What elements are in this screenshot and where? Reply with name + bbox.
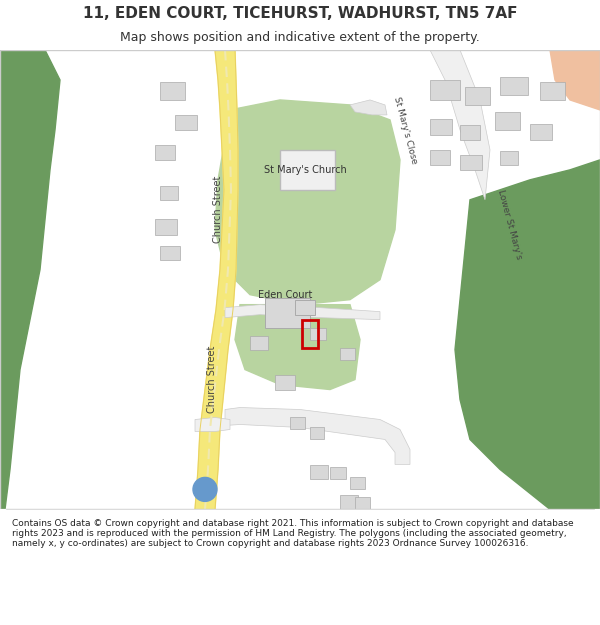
Polygon shape <box>350 100 387 115</box>
Bar <box>340 348 355 359</box>
Polygon shape <box>235 304 360 389</box>
Bar <box>275 374 295 389</box>
Bar <box>160 246 180 260</box>
Bar <box>350 478 365 489</box>
Bar <box>290 418 305 429</box>
Bar <box>160 82 185 100</box>
Polygon shape <box>195 418 230 431</box>
Bar <box>265 298 310 328</box>
Text: Lower St Mary's: Lower St Mary's <box>496 189 524 261</box>
Circle shape <box>193 478 217 501</box>
Polygon shape <box>225 408 410 464</box>
Bar <box>495 112 520 130</box>
Text: Church Street: Church Street <box>213 176 223 244</box>
Text: Contains OS data © Crown copyright and database right 2021. This information is : Contains OS data © Crown copyright and d… <box>12 519 574 548</box>
Bar <box>540 82 565 100</box>
Bar <box>250 336 268 349</box>
Text: Church Street: Church Street <box>207 346 217 413</box>
Bar <box>155 145 175 160</box>
Polygon shape <box>215 100 400 304</box>
Bar <box>460 125 480 140</box>
Text: 11, EDEN COURT, TICEHURST, WADHURST, TN5 7AF: 11, EDEN COURT, TICEHURST, WADHURST, TN5… <box>83 6 517 21</box>
Bar <box>430 150 450 165</box>
Text: St Mary's Church: St Mary's Church <box>263 165 346 175</box>
Polygon shape <box>430 50 490 200</box>
Bar <box>530 124 552 140</box>
Bar <box>295 299 315 314</box>
Bar <box>160 186 178 200</box>
Polygon shape <box>225 304 380 319</box>
Bar <box>430 80 460 100</box>
Bar <box>302 319 318 348</box>
Text: Map shows position and indicative extent of the property.: Map shows position and indicative extent… <box>120 31 480 44</box>
Bar <box>340 496 358 509</box>
Bar <box>430 119 452 135</box>
Polygon shape <box>195 50 238 509</box>
Bar <box>280 150 335 190</box>
Bar <box>310 328 326 339</box>
Bar <box>460 155 482 170</box>
Bar <box>175 115 197 130</box>
Text: Eden Court: Eden Court <box>258 289 312 299</box>
Bar <box>500 77 528 95</box>
Bar <box>355 498 370 509</box>
Bar <box>310 428 324 439</box>
Bar <box>310 466 328 479</box>
Bar <box>155 219 177 235</box>
Bar <box>465 87 490 105</box>
Bar <box>500 151 518 165</box>
Bar <box>330 468 346 479</box>
Polygon shape <box>0 50 60 509</box>
Polygon shape <box>550 50 600 110</box>
Polygon shape <box>455 160 600 509</box>
Text: St Mary's Close: St Mary's Close <box>392 95 418 164</box>
